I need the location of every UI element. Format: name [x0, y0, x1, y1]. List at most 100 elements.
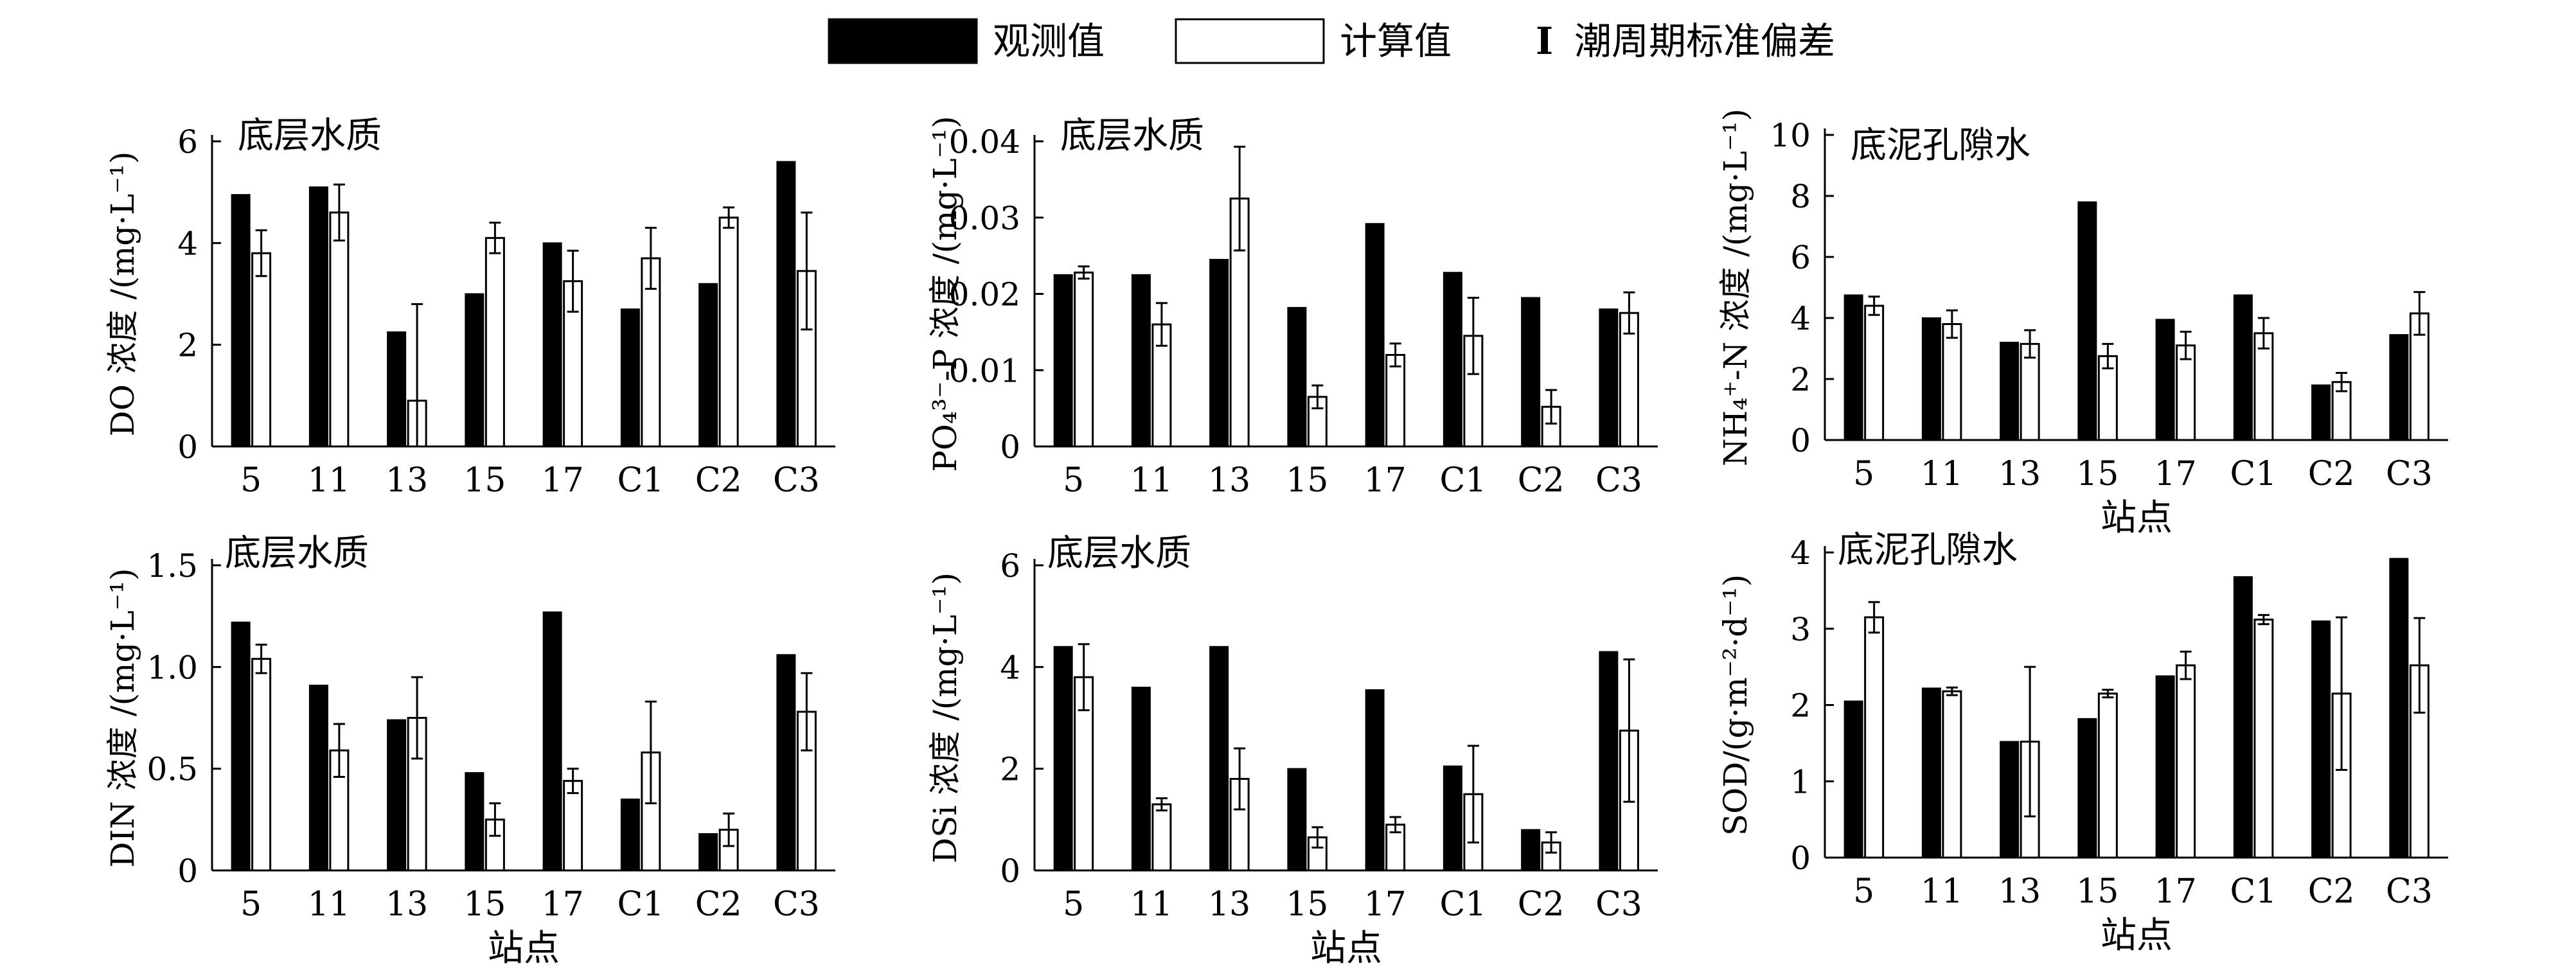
y-tick-label: 6 [1000, 547, 1020, 585]
legend-computed-label: 计算值 [1340, 19, 1452, 63]
x-tick-label: 15 [1286, 461, 1328, 500]
x-tick-label: C2 [1518, 885, 1565, 924]
x-tick-label: 5 [1063, 885, 1084, 924]
x-tick-label: C3 [773, 461, 820, 500]
x-tick-label: 11 [1130, 885, 1173, 924]
x-tick-label: 15 [2076, 455, 2119, 493]
y-tick-label: 2 [1790, 361, 1811, 398]
x-tick-label: C1 [1439, 461, 1486, 500]
bar-computed [1385, 354, 1406, 448]
bar-observed [1521, 297, 1541, 447]
y-tick-label: 6 [177, 123, 198, 161]
bar-observed [1365, 689, 1385, 871]
bar-observed [1443, 272, 1462, 447]
x-axis-title: 站点 [1310, 928, 1382, 969]
x-tick-label: 15 [2076, 872, 2119, 911]
x-tick-label: 13 [1998, 872, 2041, 911]
x-tick-label: 15 [463, 885, 506, 924]
bar-observed [465, 293, 484, 447]
y-tick-label: 8 [1790, 178, 1811, 215]
bar-computed [484, 236, 505, 448]
bar-observed [308, 684, 328, 871]
x-tick-label: 11 [1921, 872, 1963, 911]
legend-observed-label: 观测值 [993, 19, 1105, 63]
bar-observed [1209, 646, 1229, 872]
y-tick-label: 0.04 [949, 123, 1020, 161]
bar-computed [329, 211, 350, 448]
y-tick-label: 0.03 [949, 200, 1020, 237]
bar-computed [1151, 803, 1172, 872]
bar-observed [2389, 334, 2409, 441]
bar-observed [231, 621, 251, 872]
x-tick-label: 17 [2154, 872, 2197, 911]
x-tick-label: 11 [1130, 461, 1173, 500]
x-axis-title: 站点 [2101, 497, 2172, 539]
bar-computed [2176, 664, 2196, 859]
bar-observed [2311, 620, 2331, 858]
x-axis-title: 站点 [488, 928, 560, 969]
bar-observed [2233, 294, 2253, 441]
bar-observed [1209, 259, 1229, 447]
bar-computed [1074, 271, 1094, 448]
y-tick-label: 0.5 [147, 751, 198, 788]
x-tick-label: C3 [2386, 455, 2433, 493]
x-tick-label: C2 [2308, 455, 2355, 493]
x-tick-label: C1 [2230, 872, 2277, 911]
x-tick-label: 17 [542, 885, 584, 924]
y-tick-label: 0 [177, 852, 198, 890]
y-tick-label: 0.02 [949, 276, 1020, 313]
y-tick-label: 1.0 [147, 649, 198, 686]
x-tick-label: 15 [1286, 885, 1328, 924]
bar-observed [2000, 741, 2020, 858]
chart-din: 0 0.5 1.0 1.5 5 11 13 15 17 C1 C2 C3 站点 DIN 浓度 /(mg·L… [104, 533, 835, 969]
y-tick-label: 4 [1790, 300, 1811, 337]
legend-stddev-symbol: I [1536, 19, 1553, 63]
panel-annotation: 底层水质 [1047, 533, 1191, 574]
x-axis-title: 站点 [2101, 915, 2172, 957]
y-tick-label: 10 [1770, 117, 1811, 154]
y-tick-label: 0.01 [949, 352, 1020, 389]
bar-computed [1942, 690, 1962, 859]
x-tick-label: 5 [1853, 455, 1874, 493]
bar-observed [2233, 576, 2253, 858]
bar-observed [2000, 342, 2020, 441]
bar-observed [698, 283, 718, 447]
bar-observed [1053, 646, 1073, 872]
bar-observed [2155, 319, 2175, 441]
bar-computed [2097, 355, 2118, 441]
y-axis-title: DSi 浓度 /(mg·L⁻¹) [927, 572, 964, 863]
x-tick-label: 11 [1921, 455, 1963, 493]
bar-observed [620, 308, 640, 447]
x-tick-label: 13 [386, 461, 428, 500]
bar-observed [1599, 308, 1619, 447]
bar-observed [387, 331, 407, 447]
y-tick-label: 0 [1000, 428, 1020, 466]
x-tick-label: 5 [240, 885, 262, 924]
y-tick-label: 2 [177, 327, 198, 364]
y-tick-label: 6 [1790, 239, 1811, 276]
bar-observed [1843, 700, 1863, 858]
y-tick-label: 0 [1790, 840, 1811, 877]
x-tick-label: 17 [2154, 455, 2197, 493]
bar-observed [1599, 651, 1619, 871]
bar-computed [251, 658, 272, 872]
y-tick-label: 0 [177, 428, 198, 466]
bar-observed [1521, 829, 1541, 871]
bar-computed [718, 216, 739, 448]
x-tick-label: C1 [1439, 885, 1486, 924]
y-tick-label: 0 [1000, 852, 1020, 890]
bar-computed [1307, 396, 1328, 448]
x-tick-label: C3 [773, 885, 820, 924]
bar-observed [776, 161, 796, 448]
bar-observed [1921, 317, 1941, 441]
y-tick-label: 2 [1000, 751, 1020, 788]
chart-sod: 0 1 2 3 4 5 11 13 15 17 C1 C2 C3 站点 SOD/(g·m⁻²·d⁻¹) 底泥孔… [1717, 529, 2448, 957]
y-axis-title: NH₄⁺-N 浓度 /(mg·L⁻¹) [1717, 109, 1754, 466]
bar-computed [2253, 332, 2274, 441]
bar-computed [1864, 304, 1885, 441]
y-axis-title: SOD/(g·m⁻²·d⁻¹) [1717, 574, 1754, 836]
bar-computed [2097, 692, 2118, 859]
x-tick-label: C2 [695, 461, 742, 500]
bar-computed [1151, 323, 1172, 448]
bar-observed [542, 242, 562, 447]
